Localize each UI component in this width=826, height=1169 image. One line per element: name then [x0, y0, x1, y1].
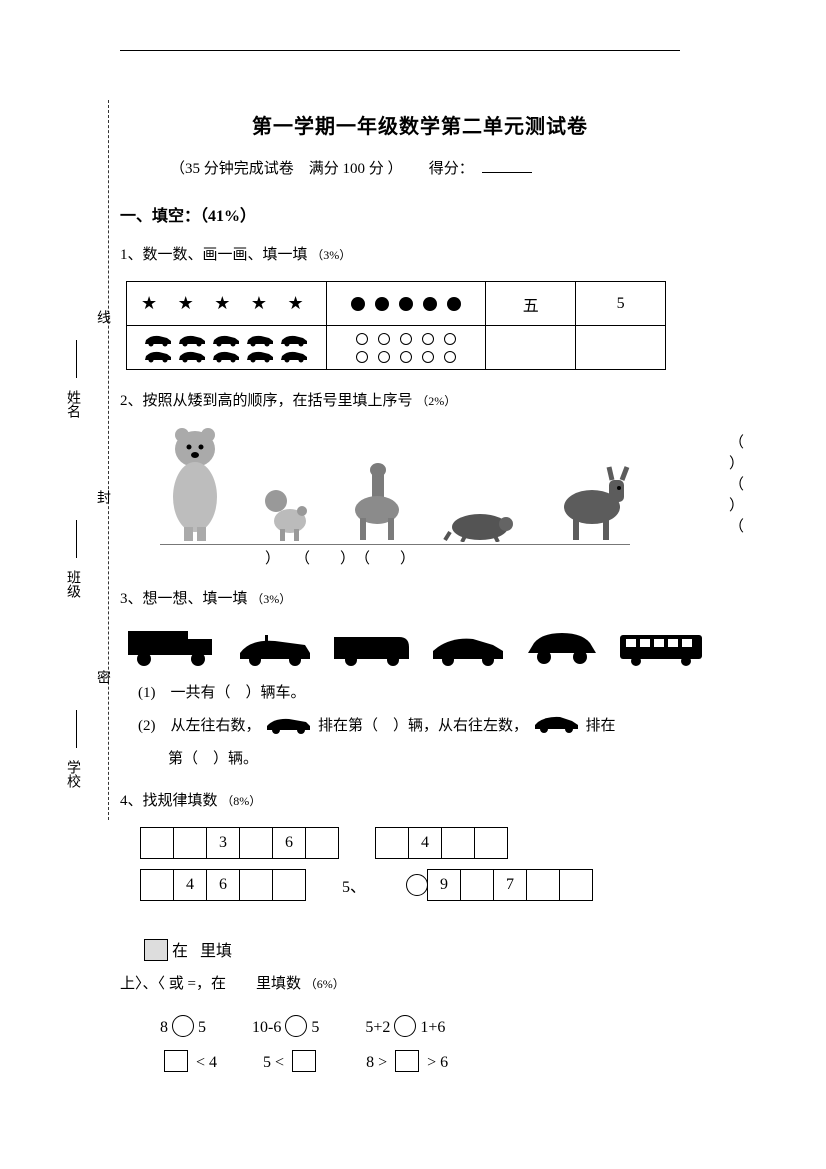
sedan-icon: [428, 635, 508, 667]
q1-row1: ★ ★ ★ ★ ★ 五 5: [127, 282, 666, 326]
page-body: 第一学期一年级数学第二单元测试卷 （35 分钟完成试卷 满分 100 分 ） 得…: [120, 60, 720, 1080]
q2-text: 2、按照从矮到高的顺序，在括号里填上序号 （2%）: [120, 388, 720, 415]
q3-sub2[interactable]: (2) 从左往右数， 排在第（ ）辆，从右往左数， 排在 第（ ）辆。: [138, 710, 720, 776]
turtle-icon: [440, 502, 518, 542]
q2-pct: （2%）: [416, 394, 456, 408]
dots-hollow-cell: [328, 330, 485, 366]
bind-char-mi: 密: [92, 670, 112, 684]
exam-subtitle: （35 分钟完成试卷 满分 100 分 ） 得分：: [120, 157, 720, 178]
q3-label: 3、想一想、填一填: [120, 591, 248, 607]
q1-pct: （3%）: [311, 248, 351, 262]
bind-underline-school: [63, 710, 77, 748]
dog-icon: [258, 487, 311, 542]
q5-pct: （6%）: [305, 977, 345, 991]
bind-label-name: 姓名: [62, 390, 82, 418]
boxrow-b[interactable]: 46: [140, 869, 306, 901]
q2-brackets-line[interactable]: ） （ ） （ ）: [190, 545, 720, 574]
q2-right-brackets: （）（）（: [729, 433, 744, 538]
cn-blank-cell[interactable]: [486, 326, 576, 370]
bind-char-feng: 封: [92, 490, 112, 504]
q1-label: 1、数一数、画一画、填一填: [120, 247, 308, 263]
stars-cell: ★ ★ ★ ★ ★: [141, 293, 312, 313]
num-cell: 5: [576, 282, 666, 326]
leading-circle-icon: [406, 874, 428, 896]
top-rule: [120, 50, 680, 51]
score-blank[interactable]: [482, 172, 532, 173]
q1-row2: [127, 326, 666, 370]
boxrow-c[interactable]: 97: [427, 869, 593, 901]
q4-tail: 在 里填: [140, 937, 232, 961]
subtitle-a: （35 分钟完成试卷: [170, 161, 294, 177]
boxrow-c-wrap: 97: [402, 869, 593, 901]
grey-square-icon: [144, 939, 168, 961]
q1-table: ★ ★ ★ ★ ★ 五 5: [126, 281, 666, 370]
bind-char-xian: 线: [92, 310, 112, 324]
binding-column: 学校 密 班级 封 姓名 线: [62, 250, 112, 810]
subtitle-b: 满分 100 分 ）: [309, 161, 403, 177]
convertible-inline-icon: [264, 714, 314, 734]
animals-row: [160, 427, 630, 545]
section-1-heading: 一、填空：（41%）: [120, 202, 720, 226]
truck-icon: [126, 625, 221, 667]
q4-body: 36 4 46 5、 97 在 里填: [140, 827, 720, 961]
bus-icon: [616, 629, 706, 667]
q4-label: 4、找规律填数: [120, 793, 218, 809]
q4-pct: （8%）: [221, 794, 261, 808]
llama-icon: [342, 462, 410, 542]
exam-title: 第一学期一年级数学第二单元测试卷: [120, 110, 720, 139]
convertible-icon: [235, 633, 315, 667]
q5-row2: < 45 < 8 > > 6: [160, 1045, 720, 1080]
boxrow-a2[interactable]: 4: [375, 827, 508, 859]
sedan-inline-icon: [532, 714, 582, 734]
subtitle-c: 得分：: [429, 161, 474, 177]
oldcar-icon: [522, 629, 602, 667]
donkey-icon: [547, 462, 630, 542]
q2-label: 2、按照从矮到高的顺序，在括号里填上序号: [120, 393, 413, 409]
dots-filled-cell: [346, 295, 466, 312]
q3-s2a: (2) 从左往右数，: [138, 718, 261, 734]
q4-line2: 46 5、 97 在 里填: [140, 869, 720, 961]
q4-5-label: 5、: [342, 873, 366, 897]
bear-icon: [160, 427, 228, 542]
van-icon: [329, 627, 414, 667]
q3-sub1[interactable]: (1) 一共有（ ）辆车。: [138, 677, 720, 710]
q5-lead: 上〉、〈 或 =，在 里填数 （6%）: [120, 971, 720, 998]
q5-lead-text: 上〉、〈 或 =，在 里填数: [120, 976, 301, 992]
q1-text: 1、数一数、画一画、填一填 （3%）: [120, 242, 720, 269]
bind-underline-class: [63, 520, 77, 558]
q4-text: 4、找规律填数 （8%）: [120, 788, 720, 815]
q4-line1: 36 4: [140, 827, 720, 859]
cn-number-cell: 五: [486, 282, 576, 326]
cars-cell: [128, 332, 325, 364]
q3-s2b: 排在第（ ）辆，从右往左数，: [318, 718, 528, 734]
bind-label-school: 学校: [62, 760, 82, 788]
vehicles-row: [126, 625, 720, 667]
q5-row1: 8510-655+21+6: [160, 1010, 720, 1045]
bind-label-class: 班级: [62, 570, 82, 598]
q3-pct: （3%）: [251, 592, 291, 606]
bind-underline-name: [63, 340, 77, 378]
q3-s2d: 第（ ）辆。: [168, 751, 258, 767]
num-blank-cell[interactable]: [576, 326, 666, 370]
q3-s2c: 排在: [586, 718, 616, 734]
boxrow-a[interactable]: 36: [140, 827, 339, 859]
q3-text: 3、想一想、填一填 （3%）: [120, 586, 720, 613]
